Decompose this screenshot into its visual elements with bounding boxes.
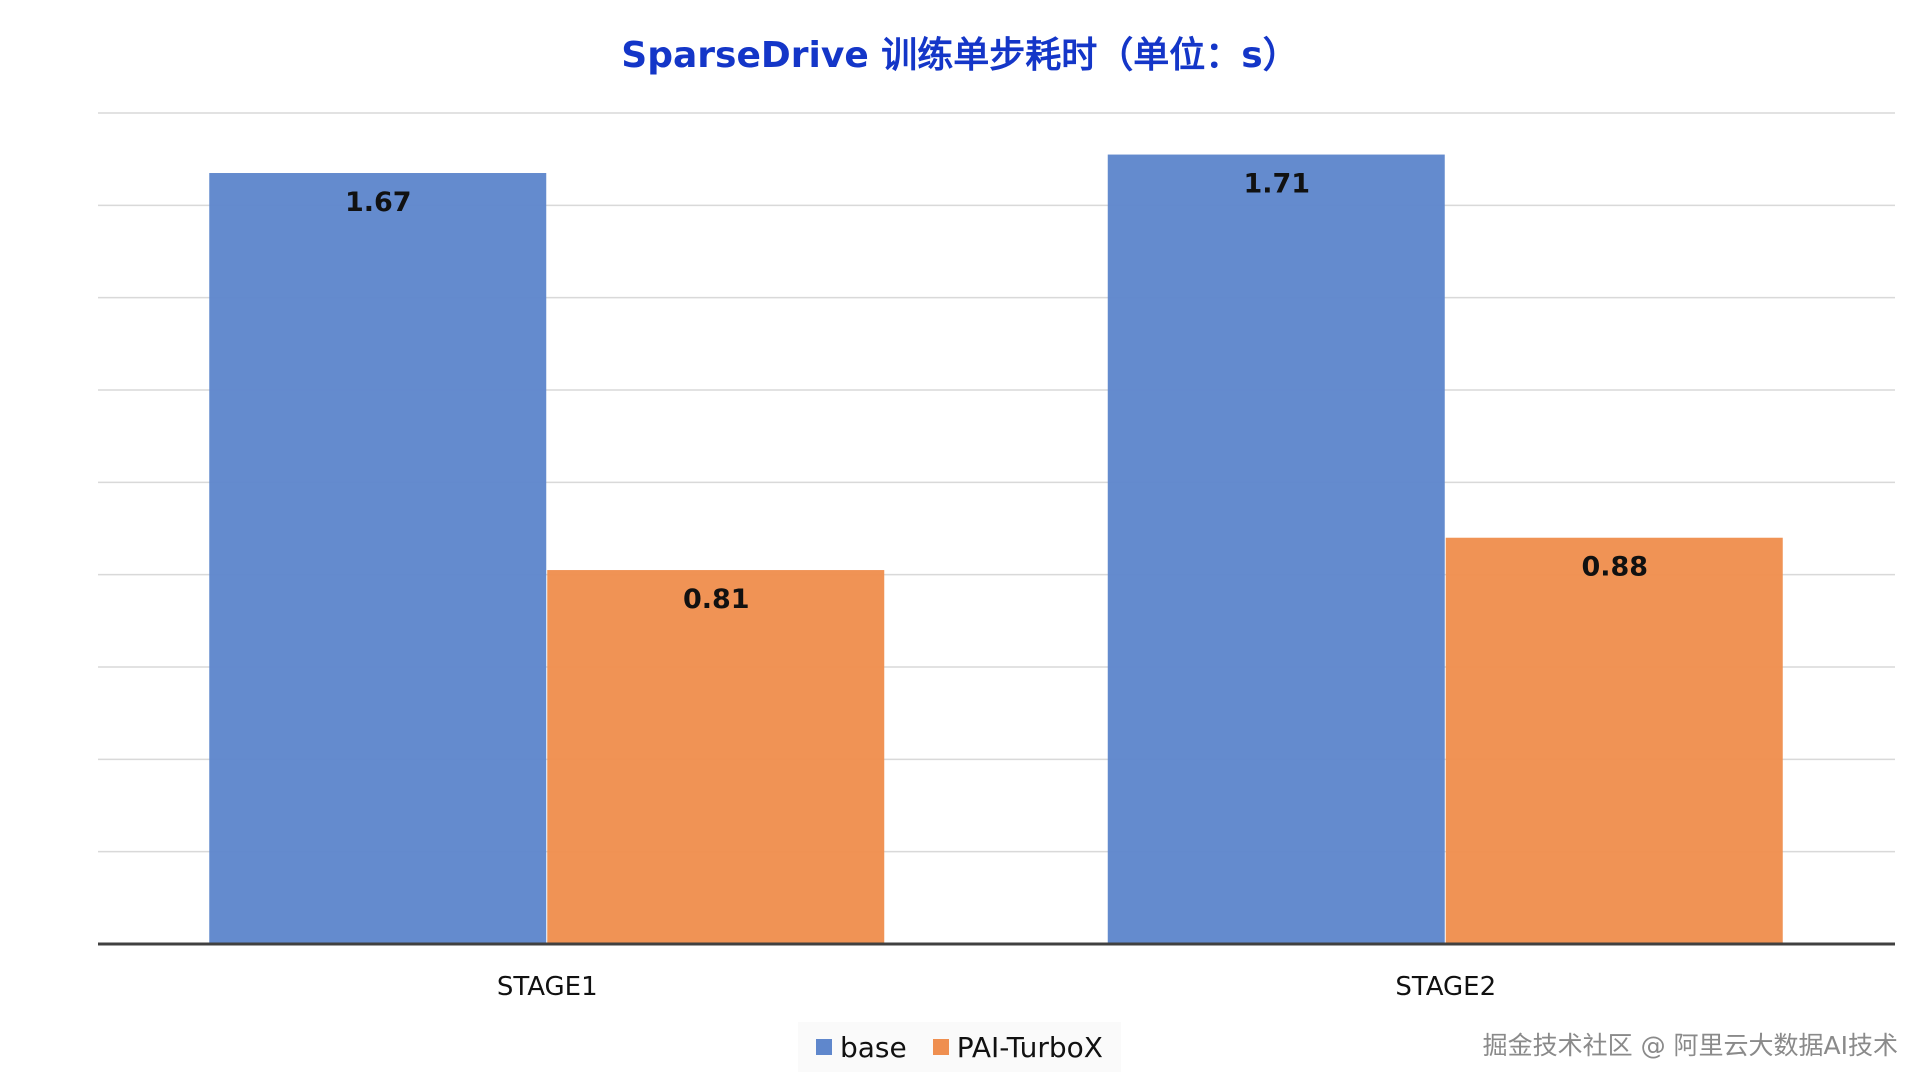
legend-swatch-turbox xyxy=(932,1039,949,1055)
legend-swatch-base xyxy=(816,1039,832,1055)
legend: base PAI-TurboX xyxy=(798,1022,1121,1072)
x-tick-label: STAGE1 xyxy=(497,972,598,1002)
bar-pai-turbox-stage2 xyxy=(1445,537,1783,944)
data-label: 1.71 xyxy=(1243,169,1310,200)
chart-title: SparseDrive 训练单步耗时（单位：s） xyxy=(621,35,1299,76)
x-tick-label: STAGE2 xyxy=(1395,972,1496,1002)
watermark: 掘金技术社区 @ 阿里云大数据AI技术 xyxy=(1482,1031,1898,1060)
bar-pai-turbox-stage1 xyxy=(547,570,885,944)
data-label: 1.67 xyxy=(345,187,412,218)
bar-base-stage1 xyxy=(209,173,547,944)
legend-item-turbox: PAI-TurboX xyxy=(932,1030,1103,1064)
legend-item-base: base xyxy=(816,1031,907,1064)
legend-label-base: base xyxy=(840,1030,907,1064)
data-label: 0.88 xyxy=(1581,552,1648,583)
data-label: 0.81 xyxy=(683,584,750,615)
bar-base-stage2 xyxy=(1107,154,1445,945)
legend-label-turbox: PAI-TurboX xyxy=(956,1030,1103,1064)
